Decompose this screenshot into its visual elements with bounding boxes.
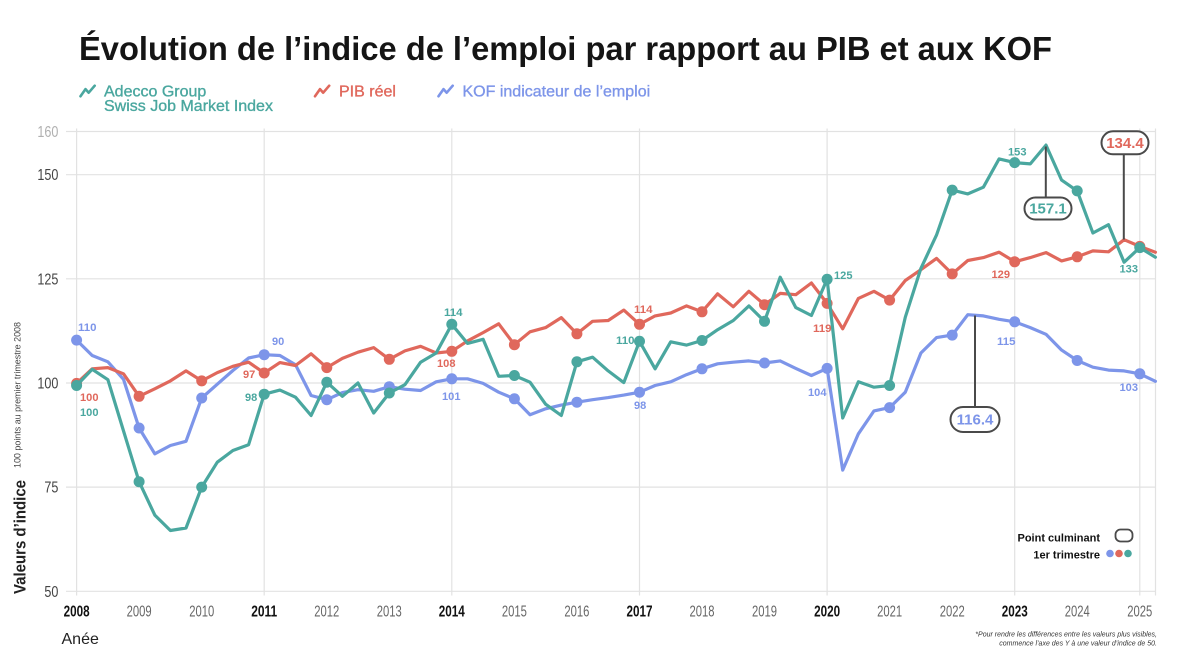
svg-text:2019: 2019 [752, 604, 777, 621]
svg-text:2021: 2021 [877, 604, 902, 621]
svg-text:Swiss Job Market Index: Swiss Job Market Index [104, 98, 273, 115]
svg-text:2024: 2024 [1065, 604, 1090, 621]
svg-text:104: 104 [808, 387, 827, 399]
svg-text:153: 153 [1008, 147, 1027, 159]
svg-text:Point culminant: Point culminant [1018, 533, 1101, 545]
svg-text:110: 110 [616, 335, 635, 347]
svg-text:2016: 2016 [564, 604, 589, 621]
svg-text:114: 114 [634, 304, 653, 316]
svg-text:103: 103 [1120, 382, 1139, 394]
svg-text:KOF indicateur de l’emploi: KOF indicateur de l’emploi [463, 84, 651, 101]
svg-text:50: 50 [44, 584, 58, 601]
svg-text:101: 101 [442, 391, 461, 403]
svg-text:*Pour rendre les différences e: *Pour rendre les différences entre les v… [975, 632, 1157, 639]
svg-text:2009: 2009 [127, 604, 152, 621]
svg-text:157.1: 157.1 [1029, 201, 1067, 218]
svg-text:100: 100 [80, 392, 99, 404]
svg-text:2022: 2022 [940, 604, 965, 621]
svg-text:100: 100 [37, 376, 58, 393]
svg-text:2018: 2018 [690, 604, 715, 621]
svg-text:98: 98 [634, 400, 646, 412]
svg-text:97: 97 [243, 369, 255, 381]
svg-text:90: 90 [272, 336, 284, 348]
svg-text:98: 98 [245, 392, 257, 404]
svg-text:116.4: 116.4 [957, 412, 994, 429]
svg-text:125: 125 [37, 271, 58, 288]
svg-text:125: 125 [834, 270, 853, 282]
svg-text:133: 133 [1120, 264, 1139, 276]
svg-text:160: 160 [37, 124, 58, 141]
svg-text:commence l’axe des Y à une val: commence l’axe des Y à une valeur d’indi… [999, 641, 1157, 648]
svg-text:119: 119 [813, 323, 832, 335]
svg-text:100 points au premier trimestr: 100 points au premier trimestre 2008 [13, 322, 24, 468]
svg-text:2011: 2011 [251, 604, 277, 621]
svg-text:2015: 2015 [502, 604, 527, 621]
svg-text:108: 108 [437, 358, 456, 370]
svg-text:114: 114 [444, 307, 463, 319]
svg-text:Évolution de l’indice de l’emp: Évolution de l’indice de l’emploi par ra… [79, 30, 1052, 68]
svg-text:75: 75 [44, 480, 58, 497]
svg-text:115: 115 [997, 336, 1016, 348]
svg-text:Adecco Group: Adecco Group [104, 84, 206, 101]
svg-text:2017: 2017 [627, 604, 653, 621]
svg-text:110: 110 [78, 322, 97, 334]
svg-text:129: 129 [992, 269, 1011, 281]
svg-text:150: 150 [37, 167, 58, 184]
svg-text:2010: 2010 [189, 604, 214, 621]
svg-text:Anée: Anée [62, 631, 99, 648]
svg-text:100: 100 [80, 407, 99, 419]
svg-text:2020: 2020 [814, 604, 840, 621]
svg-text:2014: 2014 [439, 604, 465, 621]
svg-text:PIB réel: PIB réel [339, 84, 396, 101]
svg-text:2023: 2023 [1002, 604, 1028, 621]
svg-text:Valeurs d’indice: Valeurs d’indice [11, 480, 30, 594]
svg-text:2012: 2012 [314, 604, 339, 621]
svg-text:2025: 2025 [1127, 604, 1152, 621]
svg-text:2013: 2013 [377, 604, 402, 621]
svg-text:134.4: 134.4 [1106, 135, 1144, 152]
svg-text:1er trimestre: 1er trimestre [1033, 550, 1100, 562]
svg-text:2008: 2008 [64, 604, 90, 621]
